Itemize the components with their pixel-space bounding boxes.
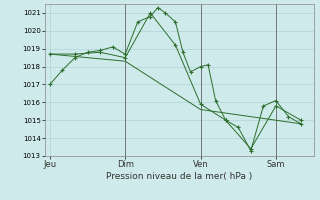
X-axis label: Pression niveau de la mer( hPa ): Pression niveau de la mer( hPa ) — [106, 172, 252, 181]
